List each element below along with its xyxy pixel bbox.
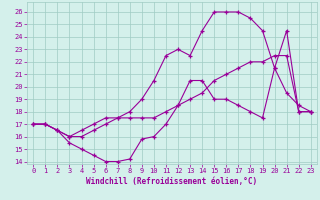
X-axis label: Windchill (Refroidissement éolien,°C): Windchill (Refroidissement éolien,°C) bbox=[86, 177, 258, 186]
